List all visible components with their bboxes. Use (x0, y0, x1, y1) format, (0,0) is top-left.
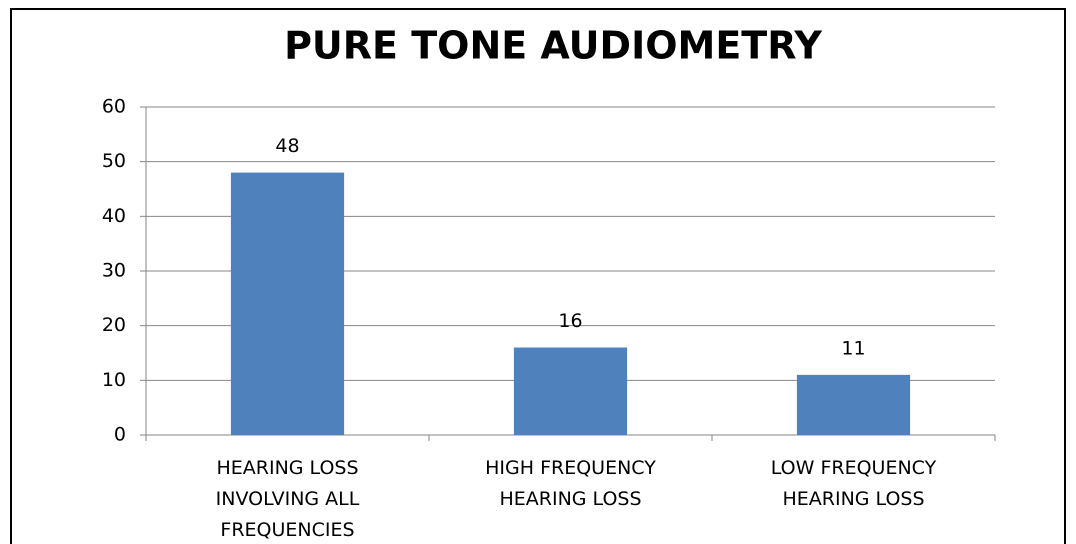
chart-border (10, 8, 1066, 544)
x-tick-label: HEARING LOSS INVOLVING ALL FREQUENCIES (215, 457, 360, 541)
y-tick-label: 50 (102, 150, 126, 172)
chart-title: PURE TONE AUDIOMETRY (284, 24, 822, 68)
y-tick-label: 40 (102, 205, 126, 227)
x-tick-label: LOW FREQUENCY HEARING LOSS (770, 457, 937, 510)
y-tick-label: 10 (102, 369, 126, 391)
data-label: 11 (841, 337, 865, 359)
y-tick-label: 60 (102, 96, 126, 118)
bar (796, 374, 911, 435)
x-tick-label: HIGH FREQUENCY HEARING LOSS (485, 457, 656, 510)
bar (513, 347, 628, 435)
bar (230, 172, 345, 435)
y-tick-label: 0 (114, 424, 126, 446)
y-tick-label: 30 (102, 260, 126, 282)
data-label: 48 (275, 135, 299, 157)
data-label: 16 (558, 310, 582, 332)
y-tick-label: 20 (102, 314, 126, 336)
